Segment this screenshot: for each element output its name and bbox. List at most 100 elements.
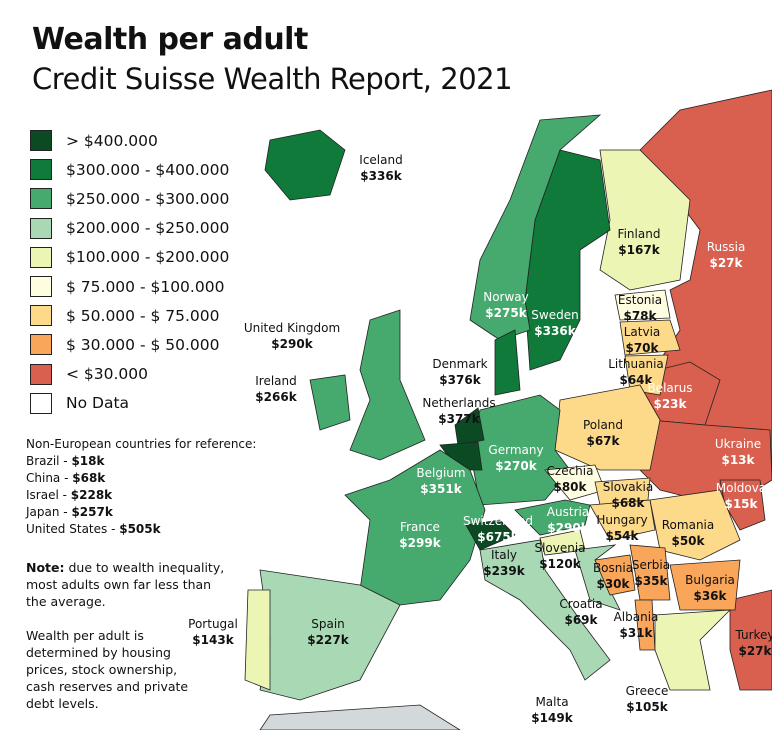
note: Note: due to wealth inequality, most adu… bbox=[26, 559, 226, 610]
country-name: Turkey bbox=[735, 628, 772, 642]
country-name: Spain bbox=[311, 617, 345, 631]
country-value: $376k bbox=[439, 373, 481, 387]
reference-value: $228k bbox=[70, 488, 113, 502]
country-label-france: France $299k bbox=[399, 519, 440, 551]
reference-country: Brazil - bbox=[26, 454, 72, 468]
legend-swatch bbox=[30, 217, 52, 239]
country-label-netherlands: Netherlands $377k bbox=[422, 395, 495, 427]
country-name: Germany bbox=[488, 443, 544, 457]
country-label-croatia: Croatia $69k bbox=[559, 596, 602, 628]
region-italy bbox=[479, 539, 611, 681]
country-name: Czechia bbox=[546, 464, 594, 478]
legend-item: No Data bbox=[30, 389, 229, 418]
legend: > $400.000 $300.000 - $400.000 $250.000 - … bbox=[30, 126, 229, 418]
country-name: Norway bbox=[483, 290, 529, 304]
country-value: $70k bbox=[625, 341, 659, 355]
region-romania bbox=[649, 489, 741, 561]
region-hungary bbox=[589, 499, 656, 541]
reference-value: $257k bbox=[71, 505, 113, 519]
country-name: Estonia bbox=[617, 293, 663, 307]
country-label-latvia: Latvia $70k bbox=[624, 324, 661, 356]
reference-value: $68k bbox=[72, 471, 106, 485]
country-name: Netherlands bbox=[422, 396, 496, 410]
country-value: $27k bbox=[738, 644, 772, 658]
region-latvia bbox=[619, 319, 681, 356]
region-france bbox=[344, 449, 486, 606]
country-value: $377k bbox=[438, 412, 480, 426]
country-value: $36k bbox=[693, 589, 727, 603]
country-value: $13k bbox=[721, 453, 755, 467]
country-name: Moldova bbox=[715, 481, 767, 495]
country-name: Ukraine bbox=[714, 437, 762, 451]
country-value: $80k bbox=[553, 480, 587, 494]
legend-item: $ 75.000 - $100.000 bbox=[30, 272, 229, 301]
country-name: Hungary bbox=[596, 513, 648, 527]
country-label-czechia: Czechia $80k bbox=[547, 463, 594, 495]
region-bulgaria bbox=[669, 559, 741, 611]
legend-item: $100.000 - $200.000 bbox=[30, 243, 229, 272]
reference-item: United States - $505k bbox=[26, 521, 256, 538]
country-value: $64k bbox=[619, 373, 653, 387]
country-name: Ireland bbox=[255, 374, 297, 388]
region-denmark bbox=[494, 329, 521, 396]
country-name: Malta bbox=[535, 695, 569, 709]
map-subtitle: Credit Suisse Wealth Report, 2021 bbox=[32, 62, 513, 96]
legend-label: $250.000 - $300.000 bbox=[66, 189, 230, 208]
legend-label: $200.000 - $250.000 bbox=[66, 219, 230, 238]
reference-country: Japan - bbox=[26, 505, 72, 519]
legend-item: $300.000 - $400.000 bbox=[30, 155, 229, 184]
country-value: $167k bbox=[618, 243, 660, 257]
country-label-portugal: Portugal $143k bbox=[188, 616, 238, 648]
country-value: $67k bbox=[586, 434, 620, 448]
reference-value: $505k bbox=[119, 522, 161, 536]
country-label-bulgaria: Bulgaria $36k bbox=[685, 572, 735, 604]
region-switzerland bbox=[465, 519, 516, 551]
legend-swatch bbox=[30, 246, 52, 268]
country-value: $23k bbox=[653, 397, 687, 411]
country-name: Sweden bbox=[531, 308, 579, 322]
country-label-ukraine: Ukraine $13k bbox=[715, 436, 761, 468]
country-label-turkey: Turkey $27k bbox=[735, 627, 772, 659]
country-name: Poland bbox=[582, 418, 624, 432]
country-label-austria: Austria $290k bbox=[547, 504, 589, 536]
country-value: $290k bbox=[271, 337, 313, 351]
region-no-data-africa bbox=[259, 704, 461, 730]
country-label-russia: Russia $27k bbox=[707, 239, 746, 271]
reference-heading: Non-European countries for reference: bbox=[26, 437, 257, 451]
country-label-lithuania: Lithuania $64k bbox=[608, 356, 664, 388]
legend-label: $100.000 - $200.000 bbox=[66, 248, 230, 267]
country-name: Albania bbox=[613, 610, 659, 624]
country-value: $143k bbox=[192, 633, 234, 647]
country-name: Finland bbox=[617, 227, 661, 241]
country-name: Slovakia bbox=[602, 480, 654, 494]
country-name: France bbox=[400, 520, 440, 534]
country-label-switzerland: Switzerland $675k bbox=[463, 513, 533, 545]
reference-item: Brazil - $18k bbox=[26, 453, 256, 470]
country-name: Iceland bbox=[359, 153, 403, 167]
legend-label: $300.000 - $400.000 bbox=[66, 160, 230, 179]
country-value: $227k bbox=[307, 633, 349, 647]
country-label-sweden: Sweden $336k bbox=[531, 307, 578, 339]
note-label: Note: bbox=[26, 560, 65, 575]
reference-country: China - bbox=[26, 471, 73, 485]
legend-item: < $30.000 bbox=[30, 360, 229, 389]
country-label-bosnia: Bosnia $30k bbox=[593, 560, 633, 592]
country-value: $50k bbox=[671, 534, 705, 548]
legend-swatch bbox=[30, 159, 52, 181]
region-lithuania bbox=[624, 354, 669, 396]
legend-swatch bbox=[30, 363, 52, 385]
region-austria bbox=[514, 499, 591, 536]
legend-swatch bbox=[30, 305, 52, 327]
region-greece bbox=[654, 609, 732, 691]
country-value: $266k bbox=[255, 390, 297, 404]
legend-swatch bbox=[30, 334, 52, 356]
country-name: Italy bbox=[490, 548, 518, 562]
country-name: Bulgaria bbox=[685, 573, 735, 587]
country-label-belarus: Belarus $23k bbox=[647, 380, 692, 412]
country-name: Croatia bbox=[559, 597, 603, 611]
country-label-united-kingdom: United Kingdom $290k bbox=[244, 320, 340, 352]
region-estonia bbox=[614, 289, 671, 321]
legend-item: $ 30.000 - $ 50.000 bbox=[30, 330, 229, 359]
legend-swatch bbox=[30, 276, 52, 298]
